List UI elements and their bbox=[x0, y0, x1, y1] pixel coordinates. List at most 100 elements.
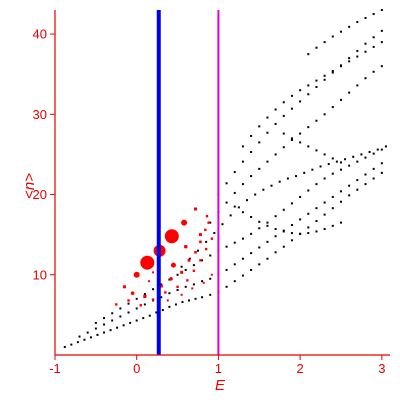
data-point bbox=[360, 153, 363, 156]
data-point bbox=[155, 311, 158, 314]
data-point bbox=[364, 183, 367, 186]
y-axis-label: <n> bbox=[21, 173, 38, 199]
data-point bbox=[258, 141, 261, 144]
data-point bbox=[135, 297, 138, 300]
y-tick-label: 30 bbox=[33, 107, 47, 122]
data-point bbox=[209, 293, 212, 296]
data-point bbox=[315, 46, 318, 49]
data-point bbox=[372, 13, 375, 16]
data-point bbox=[290, 107, 293, 110]
data-point bbox=[266, 221, 269, 224]
data-point-red bbox=[139, 304, 142, 307]
data-point bbox=[250, 151, 253, 154]
data-point bbox=[233, 205, 236, 208]
data-point bbox=[339, 161, 342, 164]
data-point bbox=[372, 70, 375, 73]
x-tick-label: 3 bbox=[378, 361, 385, 376]
data-point bbox=[160, 283, 163, 286]
data-point bbox=[278, 180, 281, 183]
data-point-red bbox=[205, 214, 209, 218]
data-point bbox=[356, 84, 359, 87]
data-point bbox=[307, 53, 310, 56]
data-point bbox=[209, 221, 212, 224]
data-point bbox=[266, 257, 269, 260]
data-point bbox=[250, 232, 253, 235]
data-point bbox=[274, 215, 277, 218]
data-point bbox=[188, 299, 190, 302]
data-point bbox=[372, 152, 375, 155]
data-point bbox=[327, 163, 330, 166]
data-point bbox=[356, 188, 359, 191]
data-point bbox=[315, 207, 318, 210]
data-point-red bbox=[115, 303, 118, 306]
data-point bbox=[119, 307, 122, 310]
data-point bbox=[225, 182, 228, 185]
y-tick-label: 10 bbox=[33, 267, 47, 282]
data-point bbox=[323, 74, 326, 77]
data-point-red bbox=[207, 221, 210, 224]
y-tick-label: 40 bbox=[33, 27, 47, 42]
data-point bbox=[143, 303, 146, 306]
data-point bbox=[266, 160, 269, 163]
data-point bbox=[254, 193, 257, 196]
data-point bbox=[339, 200, 342, 203]
data-point bbox=[250, 134, 253, 137]
data-point-red bbox=[159, 284, 163, 288]
data-point bbox=[339, 65, 342, 68]
data-point bbox=[233, 241, 236, 244]
data-point bbox=[229, 214, 232, 217]
data-point bbox=[282, 132, 285, 135]
data-point bbox=[364, 156, 367, 159]
data-point bbox=[348, 194, 351, 197]
data-point bbox=[356, 55, 359, 58]
data-point bbox=[258, 167, 261, 170]
data-point bbox=[339, 168, 342, 171]
data-point bbox=[307, 226, 310, 229]
y-tick-label: 20 bbox=[33, 187, 47, 202]
data-point bbox=[241, 160, 244, 163]
data-point bbox=[290, 224, 293, 227]
data-point-red bbox=[198, 233, 202, 237]
data-point bbox=[143, 293, 146, 296]
data-point-red bbox=[199, 240, 202, 244]
data-point bbox=[274, 108, 277, 111]
data-point bbox=[274, 251, 277, 254]
data-point bbox=[184, 285, 187, 288]
data-point bbox=[315, 119, 318, 122]
data-point bbox=[299, 195, 302, 198]
x-tick-label: 1 bbox=[215, 361, 222, 376]
data-point bbox=[331, 195, 334, 198]
data-point bbox=[290, 138, 293, 141]
data-point bbox=[307, 126, 310, 129]
data-point bbox=[307, 232, 310, 235]
data-point bbox=[135, 307, 138, 310]
data-point bbox=[356, 21, 359, 24]
data-point bbox=[323, 41, 326, 44]
data-point bbox=[339, 30, 342, 33]
data-point bbox=[384, 145, 387, 148]
data-point bbox=[348, 184, 351, 187]
data-point bbox=[127, 311, 130, 314]
data-point bbox=[323, 78, 326, 81]
data-point bbox=[250, 216, 253, 218]
data-point-red bbox=[143, 294, 147, 299]
data-point bbox=[274, 122, 277, 125]
data-point bbox=[348, 57, 351, 60]
data-point bbox=[372, 36, 375, 39]
data-point bbox=[181, 301, 184, 304]
data-point-red bbox=[187, 258, 191, 262]
data-point bbox=[94, 321, 97, 324]
data-point bbox=[209, 254, 212, 257]
data-point-red bbox=[191, 287, 194, 290]
data-point bbox=[290, 239, 293, 242]
data-point bbox=[311, 168, 314, 171]
data-point bbox=[103, 331, 106, 334]
data-point bbox=[266, 240, 269, 243]
data-point bbox=[258, 263, 261, 266]
data-point-red bbox=[169, 276, 173, 281]
data-point bbox=[307, 84, 310, 87]
data-point bbox=[356, 160, 359, 163]
data-point bbox=[344, 158, 347, 161]
data-point bbox=[315, 220, 318, 223]
data-point bbox=[221, 223, 224, 226]
